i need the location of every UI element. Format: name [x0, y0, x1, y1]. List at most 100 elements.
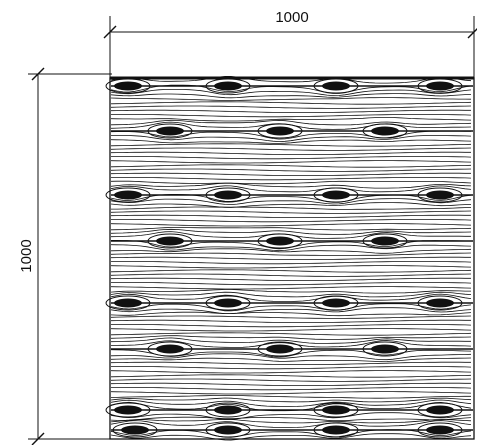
grain-line [110, 252, 472, 256]
grain-line [110, 378, 472, 382]
grain-line [110, 291, 472, 298]
grain-line [110, 399, 472, 407]
grain-line [110, 319, 471, 323]
knot [313, 422, 359, 438]
grain-line [110, 172, 471, 176]
grain-line [110, 164, 472, 168]
knot [313, 187, 359, 203]
grain-line [110, 357, 472, 363]
knot [205, 422, 251, 438]
grain-line [110, 269, 472, 273]
grain-line [110, 182, 472, 189]
knot [417, 402, 463, 418]
grain-line [110, 117, 472, 122]
grain-line [110, 89, 472, 97]
knot [205, 78, 251, 94]
knot [417, 422, 463, 438]
knot [205, 187, 251, 203]
width-dimension-label: 1000 [275, 9, 308, 26]
knot [105, 295, 151, 311]
grain-line [110, 105, 472, 109]
grain-line [110, 412, 472, 420]
knot [205, 402, 251, 418]
grain-line [110, 147, 472, 151]
grain-line [110, 256, 471, 260]
grain-line [110, 228, 472, 235]
grain-line [111, 114, 472, 118]
grain-line [110, 185, 472, 193]
grain-line [110, 374, 472, 378]
grain-line [110, 349, 472, 358]
grain-line [110, 353, 472, 361]
grain-line [110, 109, 471, 113]
grain-line [110, 395, 471, 399]
grain-line [110, 130, 471, 140]
grain-line [110, 198, 472, 206]
knot [147, 123, 193, 139]
grain-line [110, 223, 472, 227]
knot [105, 402, 151, 418]
grain-line [110, 416, 472, 422]
grain-line [110, 303, 472, 312]
grain-line [110, 143, 472, 147]
grain-line [110, 210, 472, 214]
grain-line [110, 335, 472, 340]
grain-line [110, 337, 471, 344]
grain-line [110, 101, 472, 105]
knot [417, 78, 463, 94]
grain-line [110, 361, 471, 365]
knot [147, 233, 193, 249]
knot [417, 187, 463, 203]
grain-line [110, 311, 472, 317]
knot [112, 422, 158, 438]
knot [105, 187, 151, 203]
grain-line [110, 76, 472, 84]
knot [362, 341, 408, 357]
grain-line [110, 168, 472, 172]
knot [313, 402, 359, 418]
grain-line [110, 289, 471, 294]
grain-line [111, 219, 472, 223]
grain-line [111, 282, 472, 286]
knot [205, 295, 251, 311]
grain-line [110, 160, 472, 164]
grain-line [110, 397, 472, 403]
knot [313, 78, 359, 94]
width-tick-left [103, 25, 117, 39]
grain-line [110, 151, 471, 155]
grain-line [110, 332, 472, 336]
grain-line [110, 433, 472, 441]
height-tick-bottom [31, 432, 45, 445]
grain-line [110, 139, 472, 144]
grain-line [111, 135, 472, 143]
grain-line [110, 286, 472, 290]
grain-line [110, 382, 471, 386]
knots [105, 78, 463, 438]
grain-line [110, 273, 472, 277]
knot [362, 123, 408, 139]
grain-line [111, 206, 472, 210]
grain-line [110, 97, 472, 101]
height-dimension: 1000 [18, 67, 112, 445]
height-dimension-label: 1000 [18, 239, 35, 272]
width-dimension: 1000 [103, 9, 477, 78]
grain-line [110, 277, 471, 281]
grain-line [110, 93, 472, 99]
wood-panel [105, 76, 475, 441]
knot [257, 233, 303, 249]
grain-line [110, 418, 472, 424]
grain-line [110, 214, 471, 218]
grain-line [111, 340, 472, 348]
knot [417, 295, 463, 311]
grain-line [111, 156, 472, 160]
grain-line [110, 307, 472, 314]
grain-line [110, 265, 472, 269]
grain-line [110, 293, 472, 302]
knot [105, 78, 151, 94]
knot [362, 233, 408, 249]
grain-line [110, 244, 472, 252]
knot [147, 341, 193, 357]
grain-line [110, 227, 472, 231]
grain-line [110, 370, 472, 374]
